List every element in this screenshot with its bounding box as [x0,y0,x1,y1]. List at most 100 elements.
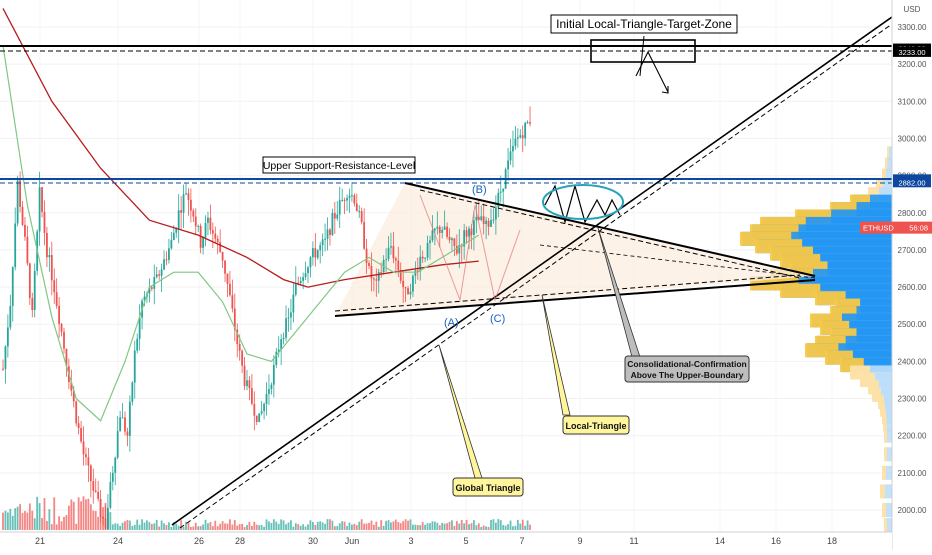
volume-bar [370,520,373,530]
volume-bar [399,523,402,530]
target-zone-callout[interactable]: Initial Local-Triangle-Target-Zone [550,14,738,34]
profile-bar-accent [882,410,886,425]
consolidation-callout[interactable]: Consolidational-Confirmation Above The U… [624,355,750,383]
candle [265,382,268,416]
global-triangle-callout[interactable]: Global Triangle [452,477,524,497]
global-triangle-line-dashed [179,23,893,529]
candle [341,188,344,202]
volume-bar [6,512,9,530]
upper-sr-callout[interactable]: Upper Support-Resistance-Level [262,156,416,174]
candle [155,266,158,279]
candle [63,327,65,354]
volume-bar [180,520,183,530]
volume-bar [207,523,209,530]
candle [189,188,192,223]
volume-bar [297,524,300,530]
volume-bar [229,519,231,530]
global-triangle-line[interactable] [171,16,893,526]
candle [236,323,239,358]
candle [336,201,339,221]
profile-bar-accent [884,428,887,443]
target-zone-arrowhead [661,86,669,94]
volume-bar [292,526,295,530]
volume-bar [128,520,131,530]
price-tick-label: 2600.00 [898,283,927,292]
candle [202,235,204,255]
candle [177,194,180,244]
volume-bar [94,510,97,530]
candle [453,237,456,257]
volume-bar [519,523,522,530]
target-zone-arrow [635,50,669,93]
volume-bar [433,521,436,530]
volume-bars [2,496,531,530]
candle [348,188,351,213]
volume-bar [487,526,490,530]
candle [55,278,58,309]
local-triangle-lower[interactable] [334,279,816,317]
local-triangle-upper[interactable] [404,182,816,277]
volume-bar [397,522,400,530]
volume-bar [465,519,468,530]
profile-bar-accent [872,387,881,402]
volume-bar [53,497,56,530]
last-price-symbol: ETHUSD [863,224,894,233]
price-tick-label: 2100.00 [898,469,927,478]
time-tick-label: 7 [519,536,524,546]
candle [304,261,307,281]
volume-bar [243,526,246,530]
volume-bar [16,506,19,530]
wave-label-c: (C) [490,313,505,325]
candle [475,203,478,234]
volume-bar [287,522,290,530]
local-triangle-upper-dashed [419,189,801,279]
candle [31,292,34,318]
volume-bar [394,519,397,530]
candle [53,268,56,304]
candle [290,298,292,331]
consolidation-ellipse[interactable] [542,184,624,220]
candle [524,121,527,147]
candle [199,223,202,254]
candle [487,218,490,236]
candle [214,226,217,243]
volume-bar [477,523,480,530]
volume-bar [426,523,429,530]
candle [319,241,322,264]
profile-bar [884,168,892,183]
volume-bar [338,523,341,530]
volume-bar [272,519,275,530]
volume-bar [414,524,417,530]
volume-bar [311,521,314,530]
candle [392,232,395,264]
candle [192,208,195,222]
candle [294,266,297,297]
candle [255,415,258,426]
profile-bar [886,447,892,462]
volume-bar [136,519,139,530]
volume-bar [175,523,178,530]
profile-bar-accent [882,503,886,517]
candle [148,278,151,303]
volume-bar [458,523,461,530]
volume-bar [485,526,488,530]
volume-bar [341,521,344,530]
local-triangle-callout[interactable]: Local-Triangle [562,415,630,435]
volume-bar [282,520,285,530]
candle [231,279,234,313]
candle [272,355,275,398]
volume-bar [507,524,509,530]
volume-bar [41,518,43,530]
candle [326,217,329,251]
candle [343,197,346,215]
candle [463,223,466,260]
candle [221,251,224,269]
candle [465,226,468,244]
volume-bar [277,523,280,530]
price-tick-label: 2500.00 [898,320,927,329]
volume-bar [194,522,197,530]
volume-bar [446,523,448,530]
candle [458,229,461,269]
candle [219,229,222,253]
